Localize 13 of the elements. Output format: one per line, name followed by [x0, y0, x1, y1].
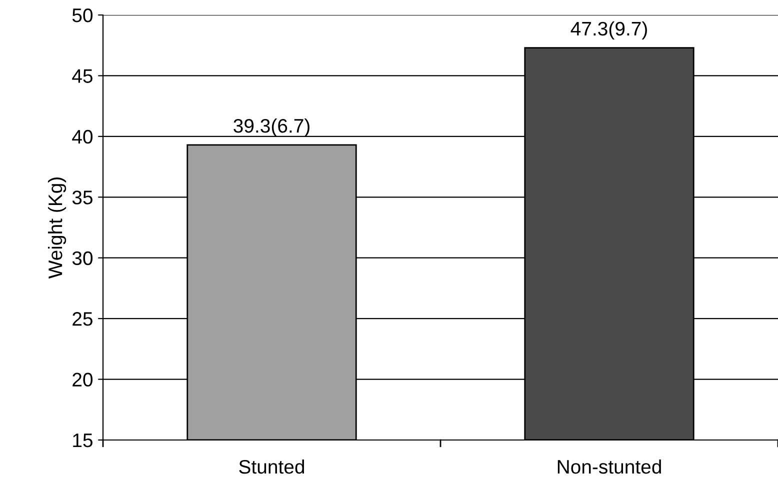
x-tick-label: Stunted	[239, 459, 304, 474]
data-label: 39.3(6.7)	[234, 118, 310, 137]
y-axis-title: Weight (Kg)	[48, 178, 66, 279]
y-tick-label: 35	[72, 190, 92, 204]
y-tick-label: 30	[72, 251, 93, 266]
y-tick-label: 15	[73, 434, 92, 448]
y-tick-label: 25	[72, 312, 92, 326]
x-tick-label: Non-stunted	[558, 459, 661, 474]
data-label: 47.3(9.7)	[570, 21, 647, 40]
y-tick-label: 40	[72, 130, 93, 144]
y-tick-label: 50	[72, 8, 93, 22]
y-tick-label: 20	[72, 372, 93, 387]
y-tick-label: 45	[72, 69, 92, 83]
